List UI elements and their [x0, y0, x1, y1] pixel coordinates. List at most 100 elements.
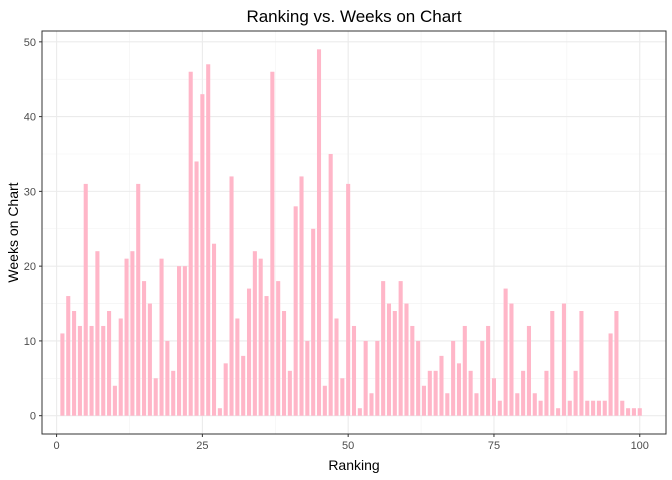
bar — [206, 64, 211, 416]
bar — [299, 176, 304, 416]
bar — [270, 71, 275, 416]
bar — [316, 49, 322, 416]
bar — [445, 393, 450, 416]
x-tick-label: 25 — [196, 440, 208, 452]
bar — [287, 370, 292, 416]
x-tick-label: 75 — [488, 440, 500, 452]
chart-title: Ranking vs. Weeks on Chart — [246, 7, 461, 26]
bar — [311, 228, 316, 416]
bar — [497, 400, 502, 416]
bar — [235, 318, 240, 416]
bar — [637, 408, 642, 416]
y-tick-label: 40 — [24, 112, 36, 124]
bar — [258, 258, 263, 416]
bar — [153, 378, 158, 416]
bar — [427, 370, 432, 416]
bar — [66, 296, 71, 416]
bar — [561, 303, 566, 416]
bar — [112, 385, 117, 416]
bar — [596, 400, 601, 416]
bar — [124, 258, 129, 416]
bar — [521, 370, 526, 416]
bar — [503, 288, 508, 416]
bar — [410, 325, 415, 416]
bar — [171, 370, 176, 416]
bar — [439, 355, 444, 416]
y-axis-title: Weeks on Chart — [5, 182, 21, 282]
y-tick-label: 50 — [24, 37, 36, 49]
bar — [194, 161, 199, 416]
bar — [462, 325, 467, 416]
bar — [357, 408, 362, 416]
bar — [328, 153, 333, 416]
plot-border — [41, 30, 667, 435]
bar — [591, 400, 596, 416]
bar — [579, 311, 584, 416]
bar — [363, 340, 368, 416]
bar — [381, 281, 386, 416]
bar — [626, 408, 631, 416]
bar — [159, 258, 164, 416]
bar — [468, 370, 473, 416]
bar — [211, 243, 217, 416]
y-tick-label: 30 — [24, 186, 36, 198]
bar — [532, 393, 537, 416]
bar — [608, 333, 613, 416]
bar — [567, 400, 572, 416]
bar — [101, 325, 106, 416]
bar — [252, 251, 257, 416]
bar — [188, 71, 193, 416]
x-tick-label: 50 — [342, 440, 354, 452]
bar — [107, 311, 112, 416]
bar — [281, 311, 287, 416]
bar — [147, 303, 152, 416]
bar — [264, 296, 269, 416]
bar — [538, 400, 543, 416]
bar — [83, 183, 88, 416]
bar — [614, 311, 619, 416]
bar — [433, 370, 438, 416]
bar — [346, 183, 351, 416]
bar — [421, 385, 427, 416]
bar — [620, 400, 625, 416]
bar — [515, 393, 520, 416]
bar — [340, 378, 345, 416]
bar — [631, 408, 636, 416]
y-tick-label: 0 — [30, 411, 36, 423]
bar — [217, 408, 222, 416]
bar — [334, 318, 339, 416]
y-tick-label: 20 — [24, 261, 36, 273]
bar — [491, 378, 497, 416]
x-axis: 0 25 50 75 100 — [54, 434, 649, 452]
bar — [136, 183, 141, 416]
bar — [573, 370, 578, 416]
x-tick-label: 100 — [631, 440, 649, 452]
x-tick-label: 0 — [54, 440, 60, 452]
bar — [585, 400, 590, 416]
bar — [241, 355, 246, 416]
bar — [451, 340, 456, 416]
bar — [77, 325, 82, 416]
bar — [322, 385, 327, 416]
bar — [486, 325, 491, 416]
bar — [229, 176, 234, 416]
bar — [351, 325, 357, 416]
bar — [118, 318, 123, 416]
bar — [556, 408, 561, 416]
bar — [386, 303, 392, 416]
bar — [480, 340, 485, 416]
bar — [142, 281, 147, 416]
bar — [293, 206, 298, 416]
bar — [246, 288, 252, 416]
bar — [165, 340, 170, 416]
bar — [130, 251, 135, 416]
y-axis: 0 10 20 30 40 50 — [24, 37, 42, 423]
bar — [550, 311, 555, 416]
bar — [544, 370, 549, 416]
bar — [509, 303, 514, 416]
bar — [474, 393, 479, 416]
bar — [526, 325, 531, 416]
bar — [89, 325, 94, 416]
bar — [369, 393, 374, 416]
